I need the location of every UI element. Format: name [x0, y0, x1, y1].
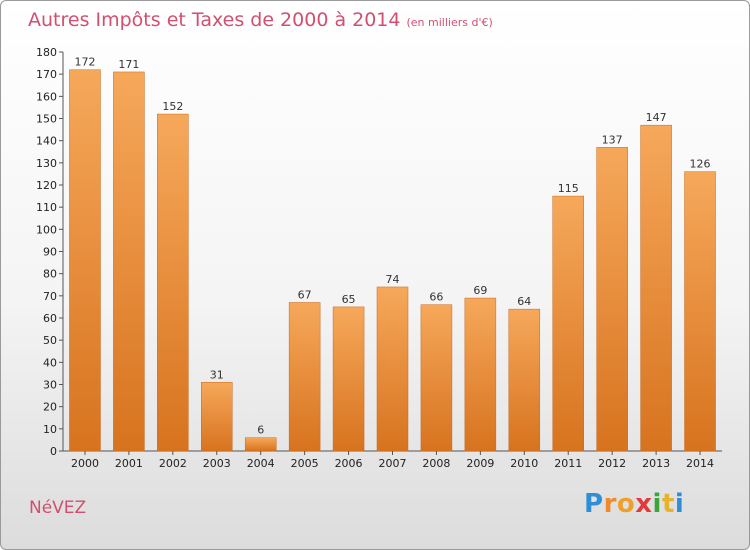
logo-letter: t [661, 489, 675, 519]
y-tick-label: 0 [50, 445, 57, 458]
bar-value-label: 69 [473, 284, 487, 297]
x-tick-label: 2013 [642, 457, 670, 470]
y-tick-label: 150 [36, 113, 57, 126]
bar [69, 69, 101, 452]
y-tick-label: 110 [36, 201, 57, 214]
y-tick-label: 160 [36, 90, 57, 103]
bar [552, 195, 584, 452]
bar-value-label: 74 [386, 273, 400, 286]
x-tick-label: 2014 [686, 457, 714, 470]
bar-value-label: 65 [342, 293, 356, 306]
x-tick-label: 2002 [159, 457, 187, 470]
y-tick-label: 120 [36, 179, 57, 192]
bar-value-label: 172 [74, 56, 95, 69]
bar [640, 124, 672, 452]
bar-value-label: 67 [298, 288, 312, 301]
proxiti-logo: Proxiti [584, 489, 684, 519]
y-tick-label: 100 [36, 223, 57, 236]
title-text: Autres Impôts et Taxes de 2000 à 2014 [28, 9, 401, 31]
y-tick-label: 180 [36, 46, 57, 59]
bar [464, 297, 497, 452]
bar [332, 306, 365, 452]
x-tick-label: 2009 [466, 457, 494, 470]
logo-letter: i [674, 489, 685, 519]
bar [376, 286, 409, 452]
x-tick-label: 2000 [71, 457, 99, 470]
logo-letter: r [603, 489, 617, 519]
x-tick-label: 2006 [335, 457, 363, 470]
y-tick-label: 80 [43, 268, 57, 281]
x-tick-label: 2011 [554, 457, 582, 470]
bar-value-label: 115 [558, 182, 579, 195]
bar [157, 113, 189, 452]
bar [508, 308, 541, 452]
logo-letter: i [652, 489, 662, 519]
y-tick-label: 140 [36, 135, 57, 148]
chart-title: Autres Impôts et Taxes de 2000 à 2014 (en… [28, 9, 493, 31]
bar [201, 382, 233, 452]
bar-value-label: 6 [257, 424, 264, 437]
y-tick-label: 10 [43, 423, 57, 436]
y-tick-label: 50 [43, 334, 57, 347]
y-tick-label: 60 [43, 312, 57, 325]
bar-value-label: 137 [602, 133, 623, 146]
logo-letter: o [616, 489, 636, 519]
logo-letter: P [584, 489, 604, 519]
x-tick-label: 2003 [203, 457, 231, 470]
x-tick-label: 2012 [598, 457, 626, 470]
bar [684, 171, 716, 452]
y-tick-label: 40 [43, 356, 57, 369]
x-tick-label: 2010 [510, 457, 538, 470]
x-tick-label: 2008 [422, 457, 450, 470]
bar [113, 71, 145, 452]
y-tick-label: 130 [36, 157, 57, 170]
city-name: NéVEZ [29, 498, 87, 518]
x-tick-label: 2004 [247, 457, 275, 470]
y-tick-label: 170 [36, 68, 57, 81]
logo-letter: x [635, 489, 653, 519]
y-tick-label: 20 [43, 401, 57, 414]
bar [244, 437, 277, 452]
x-tick-label: 2005 [291, 457, 319, 470]
x-tick-label: 2007 [379, 457, 407, 470]
y-tick-label: 30 [43, 379, 57, 392]
bar-value-label: 126 [690, 158, 711, 171]
bar-value-label: 171 [118, 58, 139, 71]
bar [420, 304, 453, 452]
x-tick-label: 2001 [115, 457, 143, 470]
bar-value-label: 66 [429, 291, 443, 304]
chart-subtitle: (en milliers d'€) [406, 16, 493, 29]
bar [596, 147, 628, 452]
bar-value-label: 147 [646, 111, 667, 124]
bar [288, 302, 321, 452]
y-tick-label: 70 [43, 290, 57, 303]
y-tick-label: 90 [43, 246, 57, 259]
bar-value-label: 152 [162, 100, 183, 113]
bar-value-label: 31 [210, 368, 224, 381]
bar-value-label: 64 [517, 295, 531, 308]
